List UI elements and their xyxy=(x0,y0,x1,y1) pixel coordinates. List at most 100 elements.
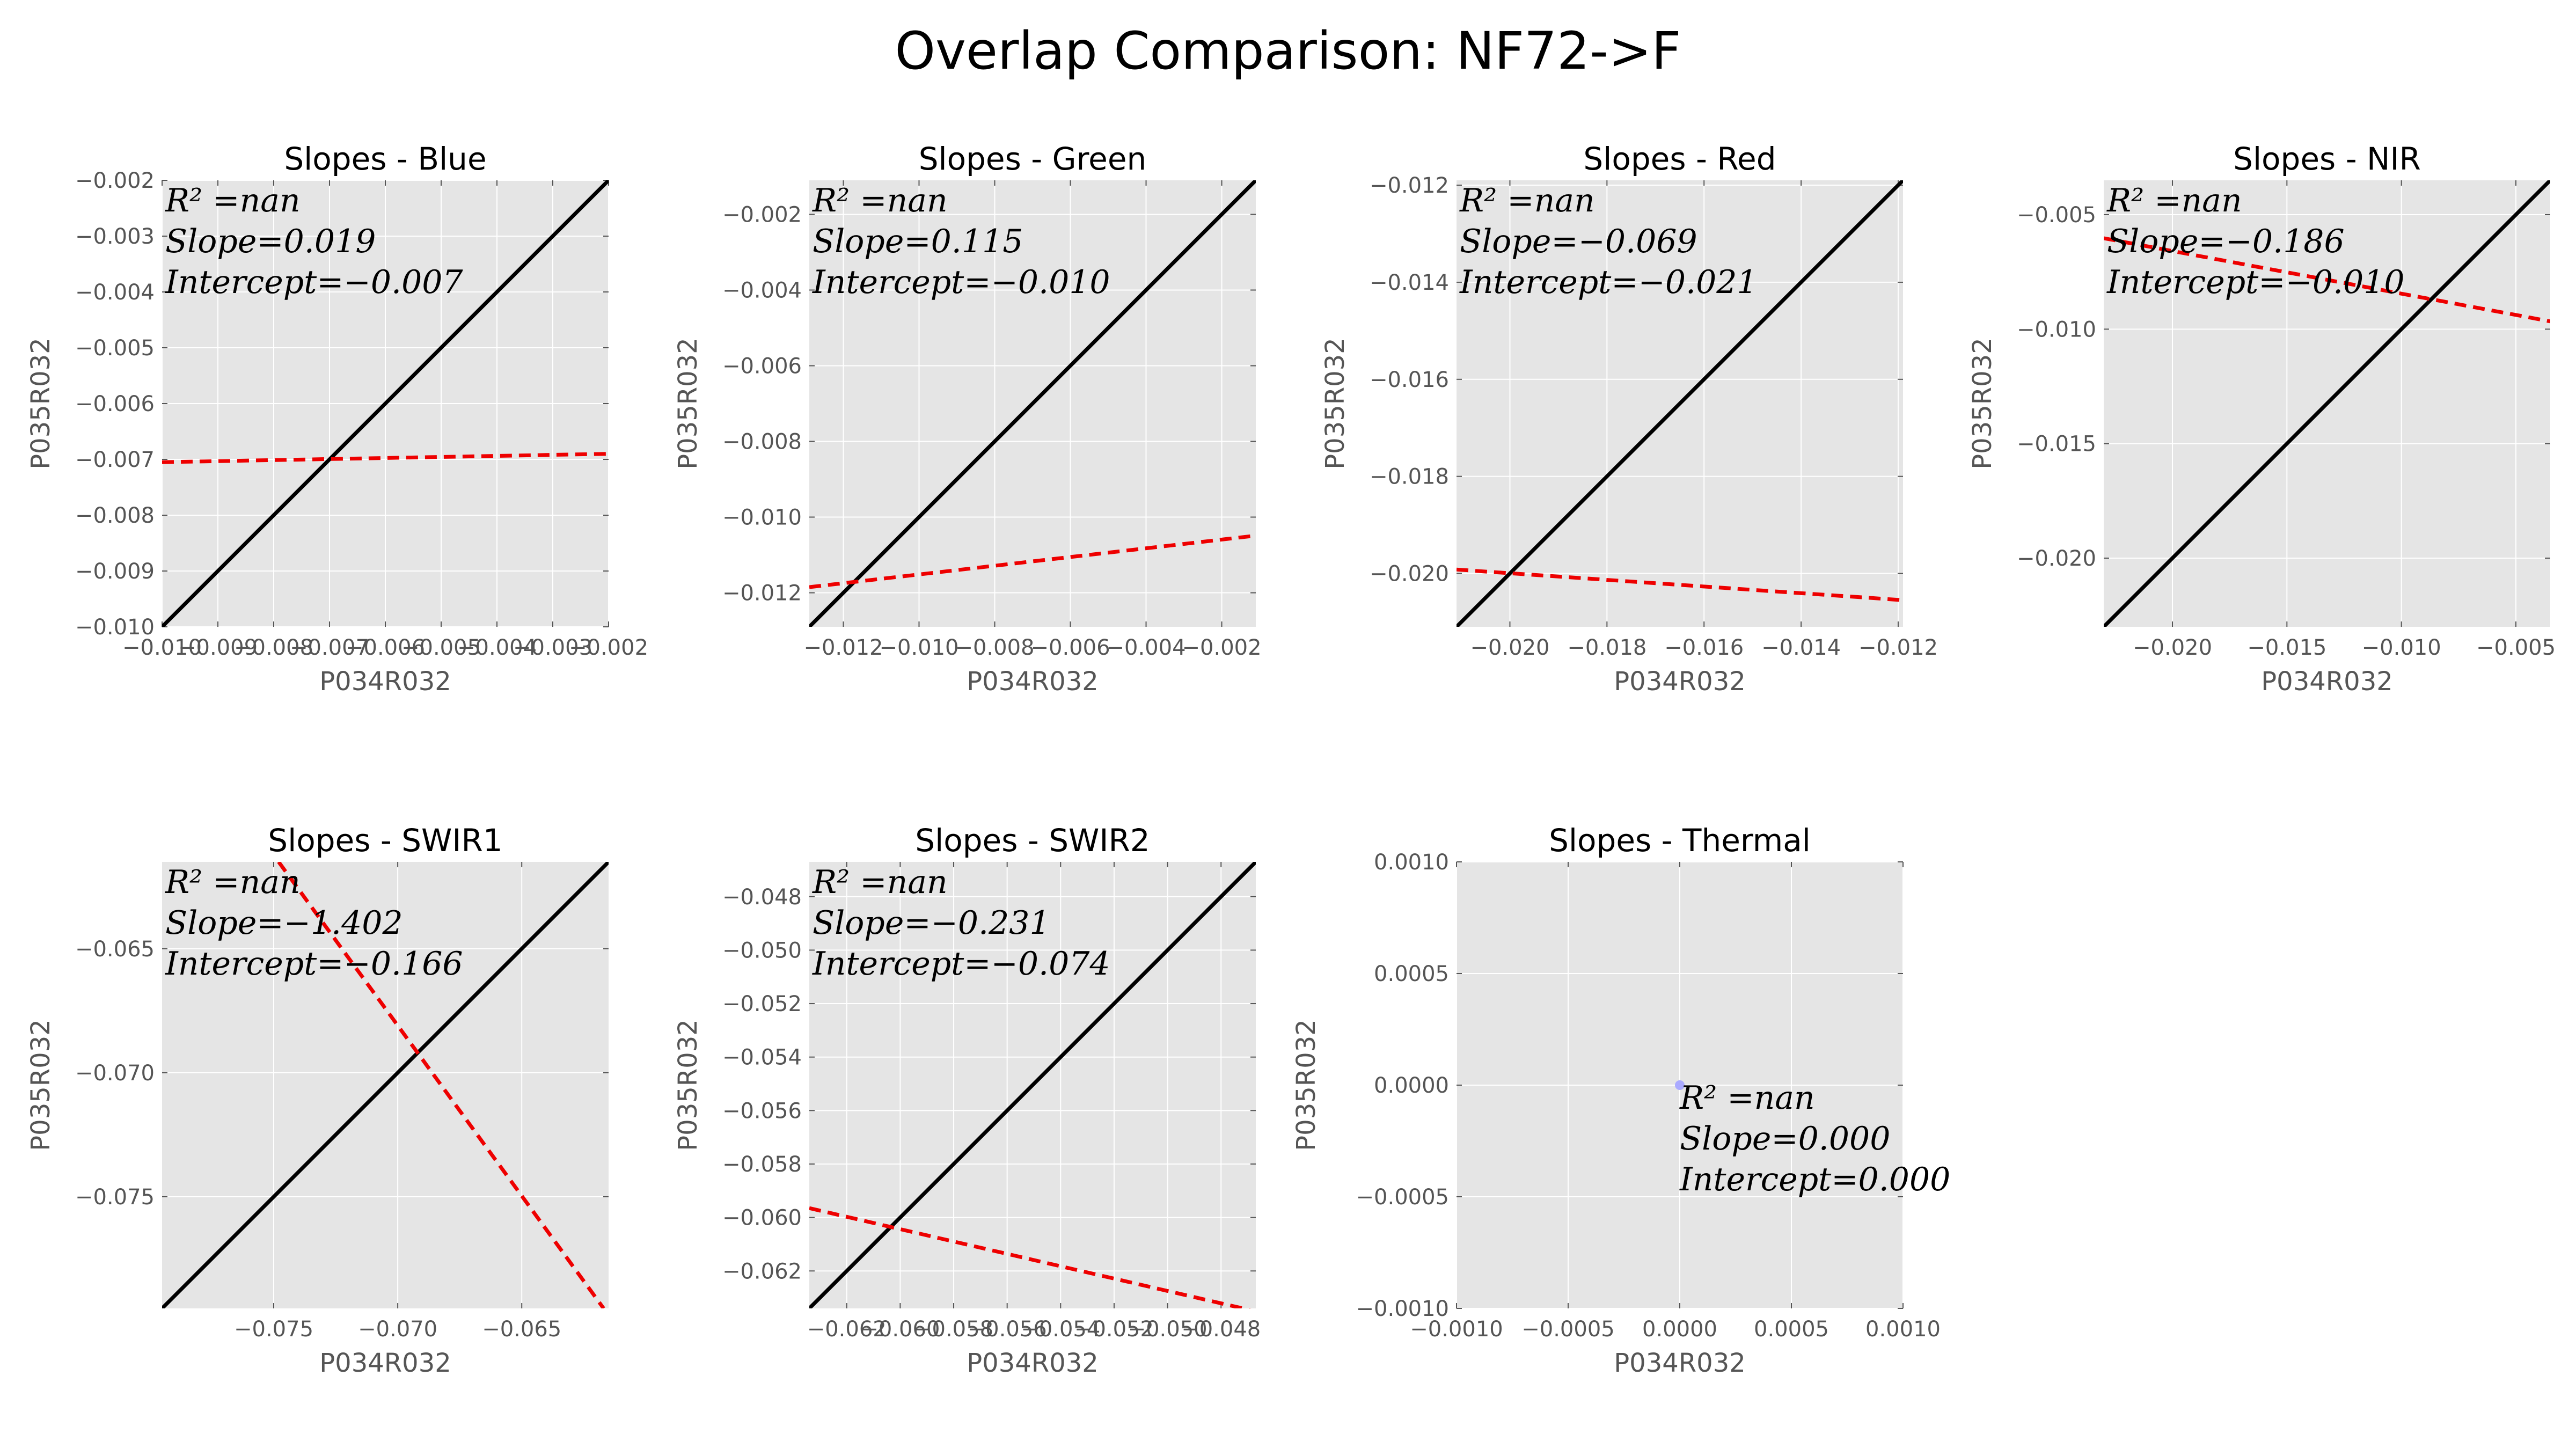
slope-annotation: Slope=−0.231 xyxy=(813,904,1050,942)
series-layer xyxy=(809,862,1256,1308)
x-tick-label: −0.002 xyxy=(569,635,648,660)
subplot-slopes-swir2: −0.062−0.060−0.058−0.056−0.054−0.052−0.0… xyxy=(673,822,1261,1378)
y-tick-label: −0.008 xyxy=(722,430,802,455)
y-tick-label: −0.003 xyxy=(75,224,155,249)
y-tick-label: −0.065 xyxy=(75,937,155,962)
figure-title: Overlap Comparison: NF72->F xyxy=(895,21,1681,81)
x-tick-label: −0.050 xyxy=(1128,1317,1208,1342)
x-axis-label: P034R032 xyxy=(319,1348,451,1378)
y-tick-label: −0.018 xyxy=(1370,465,1449,489)
one-to-one-line xyxy=(809,862,1256,1308)
x-tick-label: −0.002 xyxy=(1182,635,1262,660)
x-tick-label: −0.004 xyxy=(1107,635,1186,660)
x-tick-label: 0.0010 xyxy=(1865,1317,1941,1342)
x-axis-label: P034R032 xyxy=(2261,667,2393,697)
data-point xyxy=(1675,1080,1685,1090)
y-axis-label: P035R032 xyxy=(673,338,703,470)
y-tick-label: −0.012 xyxy=(1370,173,1449,198)
one-to-one-line xyxy=(162,180,609,627)
x-tick-label: −0.075 xyxy=(234,1317,313,1342)
y-tick-label: −0.002 xyxy=(75,169,155,193)
x-tick-label: −0.0005 xyxy=(1521,1317,1614,1342)
intercept-annotation: Intercept=0.000 xyxy=(1679,1161,1950,1198)
y-tick-label: −0.008 xyxy=(75,503,155,528)
subplots-grid: −0.010−0.009−0.008−0.007−0.006−0.005−0.0… xyxy=(26,141,2556,1378)
y-tick-label: 0.0000 xyxy=(1374,1073,1449,1098)
slope-annotation: Slope=0.000 xyxy=(1680,1120,1890,1158)
intercept-annotation: Intercept=−0.010 xyxy=(812,264,1110,301)
subplot-title: Slopes - Green xyxy=(919,141,1147,177)
y-tick-label: −0.007 xyxy=(75,448,155,472)
x-tick-label: −0.048 xyxy=(1181,1317,1261,1342)
y-tick-label: 0.0005 xyxy=(1374,962,1449,986)
intercept-annotation: Intercept=−0.007 xyxy=(165,264,463,301)
series-layer xyxy=(1457,180,1903,627)
y-tick-label: −0.054 xyxy=(722,1045,802,1070)
y-axis-label: P035R032 xyxy=(26,1019,56,1151)
x-tick-label: −0.004 xyxy=(457,635,537,660)
x-tick-label: −0.056 xyxy=(968,1317,1047,1342)
slope-annotation: Slope=−0.069 xyxy=(1460,223,1697,260)
y-tick-label: −0.006 xyxy=(722,354,802,378)
x-axis-label: P034R032 xyxy=(319,667,451,697)
x-axis-label: P034R032 xyxy=(1614,1348,1746,1378)
y-tick-label: −0.006 xyxy=(75,392,155,416)
y-tick-label: −0.0010 xyxy=(1356,1297,1449,1321)
y-tick-label: −0.005 xyxy=(75,336,155,361)
y-axis-label: P035R032 xyxy=(1320,338,1350,470)
r2-annotation: R² =nan xyxy=(1459,182,1595,219)
x-tick-label: −0.052 xyxy=(1074,1317,1154,1342)
intercept-annotation: Intercept=−0.074 xyxy=(812,945,1110,983)
intercept-annotation: Intercept=−0.010 xyxy=(2106,264,2405,301)
y-tick-label: −0.048 xyxy=(722,885,802,910)
x-tick-label: −0.0010 xyxy=(1410,1317,1503,1342)
one-to-one-line xyxy=(162,862,609,1308)
slope-annotation: Slope=0.115 xyxy=(813,223,1023,260)
subplot-title: Slopes - NIR xyxy=(2233,141,2421,177)
x-tick-label: −0.060 xyxy=(860,1317,940,1342)
x-tick-label: −0.009 xyxy=(178,635,258,660)
regression-fit-line xyxy=(2104,236,2550,324)
y-tick-label: −0.060 xyxy=(722,1206,802,1231)
series-layer xyxy=(162,862,609,1308)
subplot-slopes-blue: −0.010−0.009−0.008−0.007−0.006−0.005−0.0… xyxy=(26,141,648,697)
x-tick-label: −0.006 xyxy=(1030,635,1110,660)
y-tick-label: −0.062 xyxy=(722,1259,802,1284)
x-tick-label: −0.007 xyxy=(290,635,369,660)
y-axis-label: P035R032 xyxy=(26,338,56,470)
x-tick-label: 0.0005 xyxy=(1754,1317,1829,1342)
y-tick-label: 0.0010 xyxy=(1374,850,1449,875)
x-tick-label: −0.008 xyxy=(234,635,313,660)
x-tick-label: −0.015 xyxy=(2247,635,2326,660)
x-axis-label: P034R032 xyxy=(1614,667,1746,697)
x-tick-label: −0.062 xyxy=(807,1317,887,1342)
x-tick-label: 0.0000 xyxy=(1642,1317,1717,1342)
y-tick-label: −0.015 xyxy=(2017,432,2096,457)
y-tick-label: −0.010 xyxy=(2017,317,2096,342)
y-axis-label: P035R032 xyxy=(673,1019,703,1151)
subplot-slopes-red: −0.020 −0.018 −0.016 −0.014 −0.012 −0.020 −0.0… xyxy=(1320,141,1938,697)
x-tick-label: −0.005 xyxy=(2476,635,2556,660)
subplot-slopes-nir: −0.020 −0.015 −0.010 −0.005 −0.020 −0.015 −0.0… xyxy=(1967,141,2556,697)
subplot-slopes-thermal: −0.0010 −0.0005 0.0000 0.0005 0.0010−0.0010−… xyxy=(1291,822,1950,1378)
series-layer xyxy=(2104,180,2550,627)
x-tick-label: −0.054 xyxy=(1021,1317,1100,1342)
y-tick-label: −0.056 xyxy=(722,1099,802,1123)
x-tick-label: −0.003 xyxy=(513,635,592,660)
y-tick-label: −0.0005 xyxy=(1356,1185,1449,1210)
y-tick-label: −0.010 xyxy=(75,615,155,640)
y-tick-label: −0.020 xyxy=(2017,546,2096,571)
intercept-annotation: Intercept=−0.166 xyxy=(165,945,463,983)
x-tick-label: −0.008 xyxy=(955,635,1034,660)
one-to-one-line xyxy=(1457,180,1903,627)
x-tick-label: −0.014 xyxy=(1761,635,1841,660)
x-axis-label: P034R032 xyxy=(967,1348,1099,1378)
subplot-title: Slopes - SWIR1 xyxy=(268,822,502,859)
x-tick-label: −0.006 xyxy=(346,635,425,660)
y-tick-label: −0.004 xyxy=(722,278,802,303)
subplot-title: Slopes - Thermal xyxy=(1549,822,1811,859)
series-layer xyxy=(162,180,609,627)
x-tick-label: −0.012 xyxy=(803,635,883,660)
series-layer xyxy=(1675,1080,1685,1090)
y-tick-label: −0.058 xyxy=(722,1152,802,1177)
